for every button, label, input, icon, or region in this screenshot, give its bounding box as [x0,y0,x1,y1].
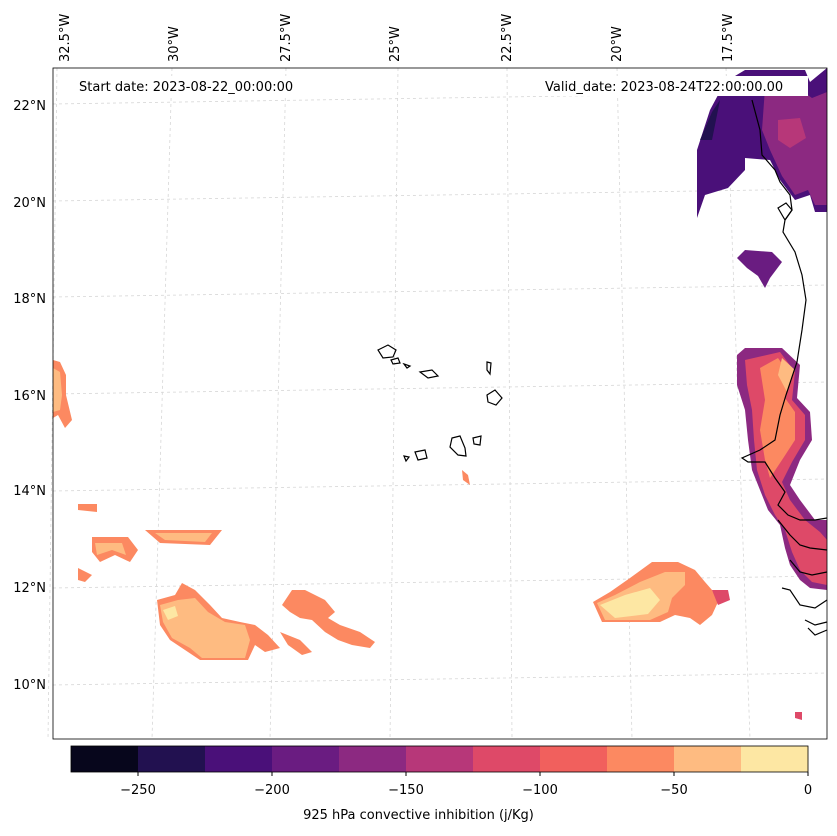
island-santiago [449,435,467,457]
colorbar-tick-label: −100 [522,783,558,798]
colorbar-border [70,745,809,773]
lon-label: 20°W [610,26,625,62]
island-brava [403,455,411,463]
gridline-lon-22_5 [506,67,513,740]
lat-label: 18°N [13,292,46,307]
start-date-label: Start date: 2023-08-22_00:00:00 [79,80,293,95]
island-santo-antao [377,344,397,359]
coastline-africa [740,99,828,521]
colorbar-tick-label: −50 [660,783,687,798]
island-boa-vista [486,389,503,406]
lat-label: 16°N [13,389,46,404]
cin-region-w6 [282,590,375,648]
colorbar-segment [138,746,206,772]
cin-region-ne-magenta [762,86,827,205]
cin-region-purple-blob [737,250,782,288]
lon-label: 25°W [388,26,403,62]
coastline-guinea [777,519,828,636]
colorbar-tick-label: −200 [254,783,290,798]
lon-label: 32.5°W [58,14,73,62]
cin-region-e1-yellow [600,588,660,618]
valid-date-label: Valid_date: 2023-08-24T22:00:00.00 [545,80,783,95]
gridline-lon-17_5 [725,67,751,740]
lon-label: 22.5°W [500,14,515,62]
colorbar [70,745,809,776]
colorbar-tick-label: −150 [388,783,424,798]
cin-region-w7 [280,632,312,655]
lat-label: 20°N [13,196,46,211]
colorbar-segment [674,746,742,772]
cin-region-w5-light [160,598,250,658]
cin-contours [53,68,827,720]
gridline-lon-32_5 [47,67,58,740]
cin-region-ne-pink [778,118,806,148]
cin-region-w2-light [95,543,126,555]
colorbar-segment [741,746,809,772]
lat-label: 12°N [13,581,46,596]
graticule [47,67,828,740]
cin-region-e1-red [712,590,730,605]
lat-labels: 22°N 20°N 18°N 16°N 14°N 12°N 10°N [13,99,46,693]
colorbar-segment [205,746,273,772]
lat-label: 10°N [13,678,46,693]
cin-region-west-edge-light [53,368,62,412]
gridline-lon-20 [616,67,633,740]
colorbar-tick-label: −250 [120,783,156,798]
valid-date-box [540,76,808,96]
colorbar-segment [71,746,139,772]
lat-label: 22°N [13,99,46,114]
island-sal [486,361,492,376]
colorbar-tick-label: 0 [804,783,812,798]
coastline-cap-blanc [777,202,793,222]
colorbar-segment [339,746,407,772]
cin-region-ne-dark [700,100,720,140]
lon-label: 30°W [167,26,182,62]
coastlines [377,99,828,636]
colorbar-title: 925 hPa convective inhibition (j/Kg) [303,808,534,823]
island-sao-vicente [390,357,401,365]
colorbar-segment [406,746,474,772]
colorbar-segment [473,746,541,772]
colorbar-segment [607,746,675,772]
gridline-lon-30 [151,67,173,740]
colorbar-segment [540,746,608,772]
cin-region-w3-light [155,533,212,542]
map-frame [52,67,828,740]
gridline-lon-25 [389,67,399,740]
cin-region-w4 [78,568,92,582]
island-maio [472,435,482,446]
cin-region-w1 [78,504,97,512]
gridline-lon-27_5 [269,67,287,740]
island-santa-luzia [402,362,412,369]
start-date-box [72,76,312,96]
colorbar-segment [272,746,340,772]
island-sao-nicolau [418,369,440,379]
cin-region-coast-light [778,358,795,392]
cin-region-bottom [795,712,802,720]
island-fogo [414,449,428,461]
lon-label: 27.5°W [279,14,294,62]
cin-region-w5-yellow [163,606,178,620]
lat-label: 14°N [13,484,46,499]
lon-labels: 32.5°W 30°W 27.5°W 25°W 22.5°W 20°W 17.5… [58,14,736,62]
lon-label: 17.5°W [721,14,736,62]
colorbar-ticks: −250 −200 −150 −100 −50 0 [120,783,812,798]
cin-region-cv-blob [462,470,470,485]
